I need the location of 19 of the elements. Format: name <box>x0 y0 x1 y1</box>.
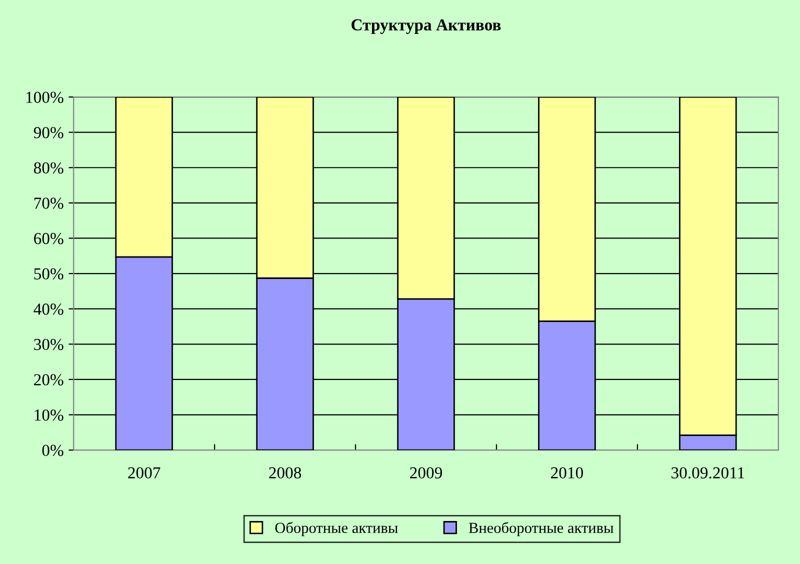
y-tick-label: 20% <box>34 374 64 386</box>
x-tick-label: 2010 <box>551 467 583 478</box>
legend-label: Оборотные активы <box>275 522 398 536</box>
y-tick-label: 30% <box>34 338 64 350</box>
y-tick-label: 60% <box>34 232 64 244</box>
y-tick-label: 70% <box>34 198 64 209</box>
x-tick-label: 2008 <box>269 467 302 478</box>
x-tick-label: 2007 <box>128 467 160 478</box>
chart-title: Структура Активов <box>352 19 501 34</box>
y-tick-label: 100% <box>26 92 64 104</box>
y-tick-label: 80% <box>34 162 64 174</box>
y-tick-label: 90% <box>34 127 64 138</box>
y-tick-label: 0% <box>42 444 64 456</box>
y-tick-label: 50% <box>34 268 64 280</box>
x-tick-label: 2009 <box>410 467 442 478</box>
x-tick-label: 30.09.2011 <box>672 467 744 479</box>
legend-label: Внеоборотные активы <box>468 522 614 536</box>
y-tick-label: 10% <box>34 409 64 421</box>
y-tick-label: 40% <box>34 304 64 315</box>
